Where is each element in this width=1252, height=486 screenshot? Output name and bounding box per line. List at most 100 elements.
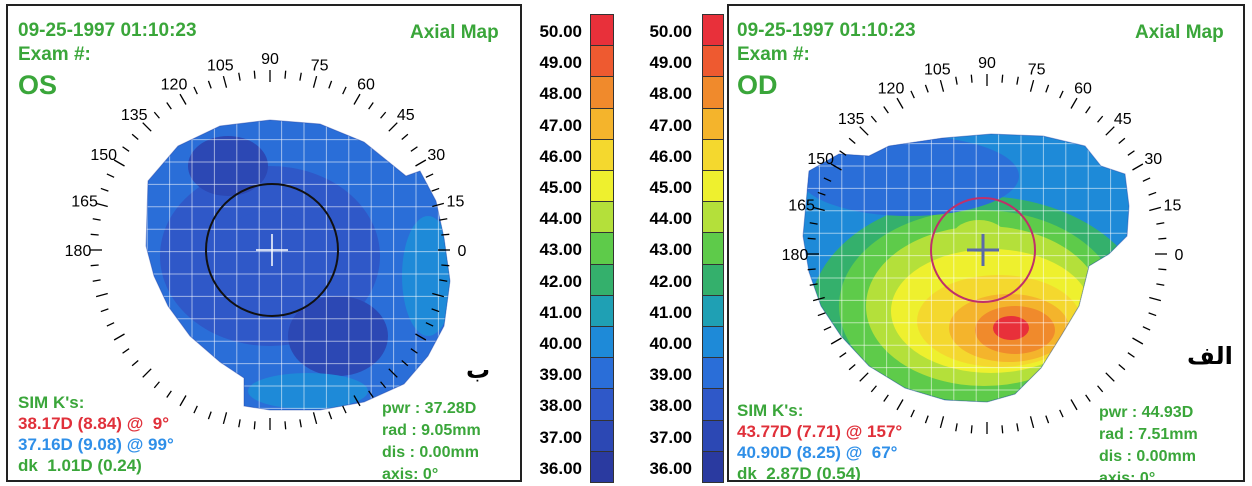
dial-tick: [207, 411, 212, 420]
dial-tick: [1158, 237, 1167, 240]
dial-tick: [883, 394, 889, 402]
dial-tick: [812, 296, 825, 302]
angle-label-150: 150: [807, 151, 834, 168]
os-eye-label: OS: [18, 70, 58, 100]
os-map-title: Axial Map: [410, 22, 499, 43]
dial-tick: [415, 333, 427, 341]
os-map-panel: 180 165 150 135 120 105 90 75 60 45 30 15 0 09-25-19…: [6, 4, 522, 482]
dial-tick: [153, 111, 160, 119]
scale-swatch-46-00: [702, 138, 724, 171]
dial-tick: [380, 381, 387, 389]
os-measurements: pwr : 37.28D rad : 9.05mm dis : 0.00mm a…: [382, 398, 481, 482]
dial-tick: [92, 279, 101, 282]
scale-swatch-48-00: [590, 76, 614, 109]
dial-tick: [970, 425, 973, 434]
os-dis: dis : 0.00mm: [382, 444, 479, 461]
scale-label-41-00: 41.00: [539, 302, 582, 322]
dial-tick: [848, 364, 856, 371]
dial-tick: [342, 86, 347, 95]
scale-label-47-00: 47.00: [649, 115, 692, 135]
angle-label-15: 15: [447, 193, 465, 210]
od-k1-reading: 43.77D (7.71) @ 157°: [737, 422, 903, 441]
dial-tick: [166, 390, 172, 398]
dial-tick: [1149, 296, 1162, 302]
angle-label-135: 135: [838, 111, 865, 128]
dial-tick: [1070, 399, 1078, 411]
dial-tick: [253, 421, 256, 430]
scale-swatch-49-00: [590, 45, 614, 78]
dial-tick: [1142, 177, 1151, 182]
dial-tick: [910, 409, 915, 418]
dial-tick: [1127, 352, 1135, 358]
scale-swatch-41-00: [590, 294, 614, 327]
scale-swatch-37-00: [590, 419, 614, 452]
angle-label-105: 105: [924, 62, 951, 79]
dial-tick: [425, 173, 434, 178]
angle-label-90: 90: [261, 51, 279, 68]
contour-zone: [248, 373, 368, 409]
dial-tick: [90, 264, 99, 267]
dial-tick: [896, 97, 904, 109]
scale-swatch-47-00: [590, 107, 614, 140]
dial-tick: [1097, 385, 1104, 393]
scale-label-37-00: 37.00: [649, 427, 692, 447]
dial-tick: [939, 416, 945, 429]
scale-label-44-00: 44.00: [539, 209, 582, 229]
dial-tick: [153, 381, 160, 389]
dial-tick: [284, 70, 287, 79]
od-figure-tag: الف: [1187, 342, 1233, 370]
od-sim-ks: SIM K's: 43.77D (7.71) @ 157° 40.90D (8.…: [737, 400, 903, 480]
dial-tick: [830, 337, 842, 345]
dial-tick: [939, 79, 945, 92]
dial-tick: [299, 72, 302, 81]
scale-label-41-00: 41.00: [649, 302, 692, 322]
contour-zone: [953, 220, 1005, 252]
dial-tick: [106, 322, 115, 327]
dial-tick: [1132, 337, 1144, 345]
dial-tick: [924, 84, 929, 93]
dial-tick: [238, 72, 241, 81]
dial-tick: [353, 395, 361, 407]
scale-swatch-49-00: [702, 45, 724, 78]
contour-zone: [188, 136, 268, 196]
os-axis: axis: 0°: [382, 466, 439, 482]
dial-tick: [368, 390, 374, 398]
dial-tick: [1118, 137, 1126, 144]
dial-tick: [388, 122, 398, 132]
os-sim-title: SIM K's:: [18, 393, 85, 412]
od-dis: dis : 0.00mm: [1099, 448, 1196, 465]
dial-tick: [1085, 394, 1091, 402]
scale-swatch-39-00: [702, 357, 724, 390]
dial-tick: [1148, 312, 1157, 317]
angle-label-150: 150: [90, 147, 117, 164]
od-map-panel: 180 165 150 135 120 105 90 75 60 45 30 15 0 09-25-19…: [727, 4, 1245, 482]
od-k2-reading: 40.90D (8.25) @ 67°: [737, 443, 898, 462]
dial-tick: [328, 411, 333, 420]
dial-tick: [410, 146, 418, 152]
angle-label-0: 0: [1175, 247, 1184, 264]
dial-tick: [425, 322, 434, 327]
dial-tick: [1158, 268, 1167, 271]
dial-tick: [870, 385, 877, 393]
scale-swatch-45-00: [590, 170, 614, 203]
dial-tick: [131, 360, 139, 367]
dial-tick: [253, 70, 256, 79]
scale-label-47-00: 47.00: [539, 115, 582, 135]
dial-tick: [368, 102, 374, 110]
scale-label-43-00: 43.00: [649, 240, 692, 260]
scale-swatch-42-00: [702, 263, 724, 296]
dial-tick: [1016, 76, 1019, 85]
angle-label-105: 105: [207, 58, 234, 75]
angle-label-165: 165: [71, 193, 98, 210]
angle-label-30: 30: [1144, 151, 1162, 168]
scale-label-45-00: 45.00: [539, 178, 582, 197]
dial-tick: [284, 421, 287, 430]
dial-tick: [222, 412, 228, 425]
dial-tick: [1127, 150, 1135, 156]
dial-tick: [1045, 415, 1050, 424]
os-exam-datetime: 09-25-1997 01:10:23: [18, 20, 197, 41]
dial-tick: [100, 308, 109, 313]
dial-tick: [830, 163, 842, 171]
os-pwr: pwr : 37.28D: [382, 400, 477, 417]
scale-label-42-00: 42.00: [649, 271, 692, 291]
